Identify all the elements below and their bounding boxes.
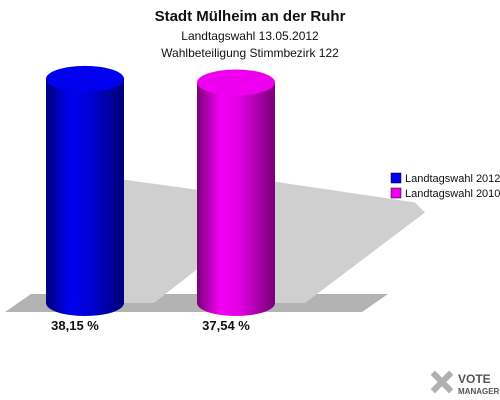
value-labels: 38,15 % 37,54 % xyxy=(51,318,250,333)
checkmark-icon xyxy=(430,370,454,394)
bar-shadow-2 xyxy=(275,181,425,303)
chart-subtitle-line-1: Landtagswahl 13.05.2012 xyxy=(181,29,319,43)
logo-text-line-2: MANAGER xyxy=(458,387,500,396)
bar-1 xyxy=(46,78,124,317)
legend-label-2012: Landtagswahl 2012 xyxy=(405,173,500,185)
chart-subtitle-line-2: Wahlbeteiligung Stimmbezirk 122 xyxy=(161,46,339,60)
legend-swatch-2012 xyxy=(390,172,402,184)
legend: Landtagswahl 2012 Landtagswahl 2010 xyxy=(390,172,500,200)
bar-top-2 xyxy=(197,69,275,96)
bars xyxy=(46,65,275,317)
bar-2 xyxy=(197,82,275,316)
vote-manager-logo: VOTE MANAGER xyxy=(430,370,500,396)
logo-text-line-1: VOTE xyxy=(458,372,491,386)
legend-swatch-2010 xyxy=(390,187,402,199)
value-label-2: 37,54 % xyxy=(202,318,250,333)
legend-label-2010: Landtagswahl 2010 xyxy=(405,188,500,200)
bar-top-1 xyxy=(46,65,124,92)
chart-title: Stadt Mülheim an der Ruhr xyxy=(155,8,346,25)
value-label-1: 38,15 % xyxy=(51,318,99,333)
